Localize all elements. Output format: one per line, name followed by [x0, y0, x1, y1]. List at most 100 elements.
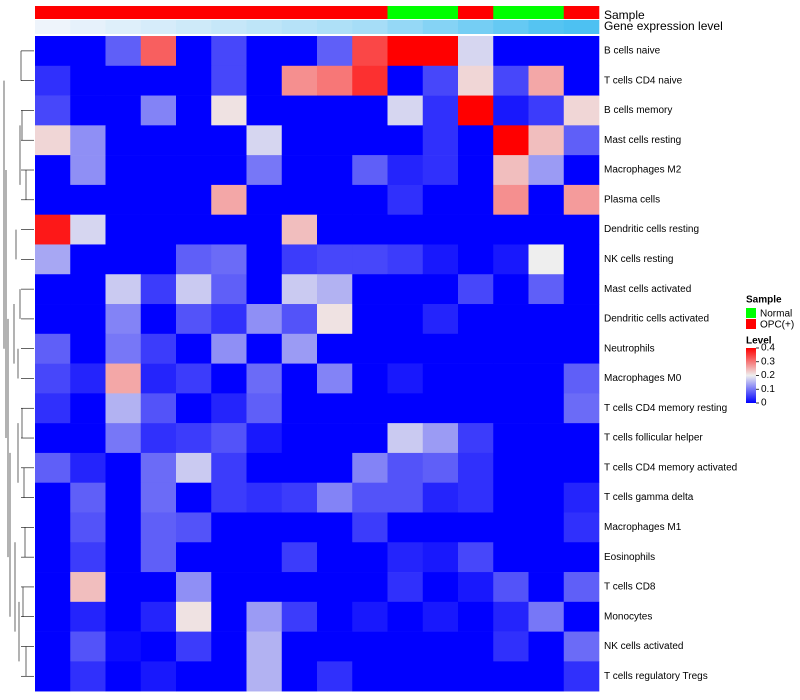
- row-label: T cells CD4 memory activated: [604, 462, 737, 473]
- heatmap-cell: [528, 214, 565, 245]
- heatmap-cell: [422, 274, 459, 305]
- heatmap-cell: [35, 125, 71, 156]
- heatmap-cell: [176, 274, 212, 305]
- heatmap-cell: [105, 214, 142, 245]
- heatmap-cell: [105, 542, 142, 573]
- heatmap-cell: [70, 661, 106, 692]
- heatmap-cell: [563, 631, 600, 662]
- heatmap-cell: [105, 184, 142, 215]
- heatmap-cell: [140, 125, 177, 156]
- heatmap-cell: [211, 65, 247, 96]
- heatmap-cell: [352, 125, 388, 156]
- heatmap-cell: [563, 95, 600, 126]
- heatmap-cell: [105, 631, 142, 662]
- heatmap-cell: [352, 452, 388, 483]
- heatmap-cell: [458, 393, 494, 424]
- heatmap-cell: [211, 184, 247, 215]
- heatmap-cell: [493, 333, 529, 364]
- legend: Sample Normal OPC(+) Level 0.4 0.3 0.2 0.1 0: [746, 295, 794, 409]
- heatmap-cell: [176, 512, 212, 543]
- heatmap-cell: [35, 601, 71, 632]
- heatmap-cell: [422, 661, 459, 692]
- heatmap-cell: [105, 393, 142, 424]
- row-label: T cells regulatory Tregs: [604, 671, 708, 682]
- heatmap-cell: [176, 125, 212, 156]
- heatmap-cell: [70, 572, 106, 603]
- heatmap-cell: [105, 244, 142, 275]
- heatmap-cell: [281, 244, 318, 275]
- expression-annotation-cell: [176, 20, 212, 34]
- heatmap-cell: [35, 95, 71, 126]
- heatmap-cell: [352, 661, 388, 692]
- heatmap-cell: [211, 423, 247, 454]
- heatmap-cell: [422, 244, 459, 275]
- heatmap-cell: [105, 601, 142, 632]
- heatmap-cell: [211, 274, 247, 305]
- heatmap-cell: [176, 333, 212, 364]
- heatmap-cell: [422, 333, 459, 364]
- heatmap-cell: [387, 304, 424, 335]
- heatmap-cell: [387, 452, 424, 483]
- heatmap-cell: [493, 482, 529, 513]
- legend-sample-title: Sample: [746, 295, 782, 306]
- heatmap-cell: [317, 512, 353, 543]
- heatmap-cell: [458, 423, 494, 454]
- heatmap-cell: [176, 423, 212, 454]
- heatmap-cell: [246, 631, 283, 662]
- heatmap-cell: [528, 512, 565, 543]
- heatmap-cell: [246, 214, 283, 245]
- heatmap-cell: [176, 661, 212, 692]
- heatmap-cell: [281, 393, 318, 424]
- heatmap-cell: [352, 423, 388, 454]
- sample-annotation-cell: [105, 6, 142, 19]
- heatmap-cell: [211, 125, 247, 156]
- heatmap-cell: [493, 184, 529, 215]
- heatmap-cell: [70, 333, 106, 364]
- heatmap-cell: [317, 333, 353, 364]
- heatmap-cell: [105, 572, 142, 603]
- heatmap-cell: [211, 214, 247, 245]
- heatmap-cell: [281, 512, 318, 543]
- heatmap-cell: [563, 393, 600, 424]
- heatmap-cell: [211, 631, 247, 662]
- heatmap-cell: [528, 244, 565, 275]
- heatmap-cell: [458, 512, 494, 543]
- heatmap-cell: [493, 423, 529, 454]
- heatmap-cell: [493, 572, 529, 603]
- heatmap-cell: [35, 512, 71, 543]
- sample-annotation-cell: [246, 6, 283, 19]
- heatmap-cell: [528, 423, 565, 454]
- legend-normal-swatch: [746, 308, 756, 318]
- heatmap-cell: [422, 214, 459, 245]
- heatmap-cell: [105, 155, 142, 186]
- row-label: T cells follicular helper: [604, 433, 703, 444]
- heatmap-cell: [281, 333, 318, 364]
- heatmap-cell: [493, 512, 529, 543]
- heatmap-cell: [105, 274, 142, 305]
- heatmap-cell: [563, 482, 600, 513]
- row-label: Dendritic cells resting: [604, 224, 699, 235]
- heatmap-cell: [211, 572, 247, 603]
- heatmap-cell: [70, 542, 106, 573]
- heatmap-cell: [246, 333, 283, 364]
- expression-annotation-cell: [140, 20, 177, 34]
- heatmap-cell: [563, 304, 600, 335]
- heatmap-cell: [387, 274, 424, 305]
- heatmap-cell: [35, 214, 71, 245]
- sample-annotation-cell: [387, 6, 424, 19]
- heatmap-cell: [35, 661, 71, 692]
- heatmap-cell: [176, 393, 212, 424]
- heatmap-cell: [317, 661, 353, 692]
- heatmap-cell: [70, 214, 106, 245]
- heatmap-cell: [140, 512, 177, 543]
- heatmap-cell: [105, 125, 142, 156]
- heatmap-cell: [458, 482, 494, 513]
- heatmap-cell: [352, 274, 388, 305]
- heatmap-cell: [528, 65, 565, 96]
- heatmap-cell: [563, 601, 600, 632]
- expression-annotation-cell: [211, 20, 247, 34]
- heatmap-cell: [387, 36, 424, 67]
- row-dendrogram: [3, 50, 34, 677]
- sample-annotation-cell: [211, 6, 247, 19]
- row-label: Plasma cells: [604, 194, 660, 205]
